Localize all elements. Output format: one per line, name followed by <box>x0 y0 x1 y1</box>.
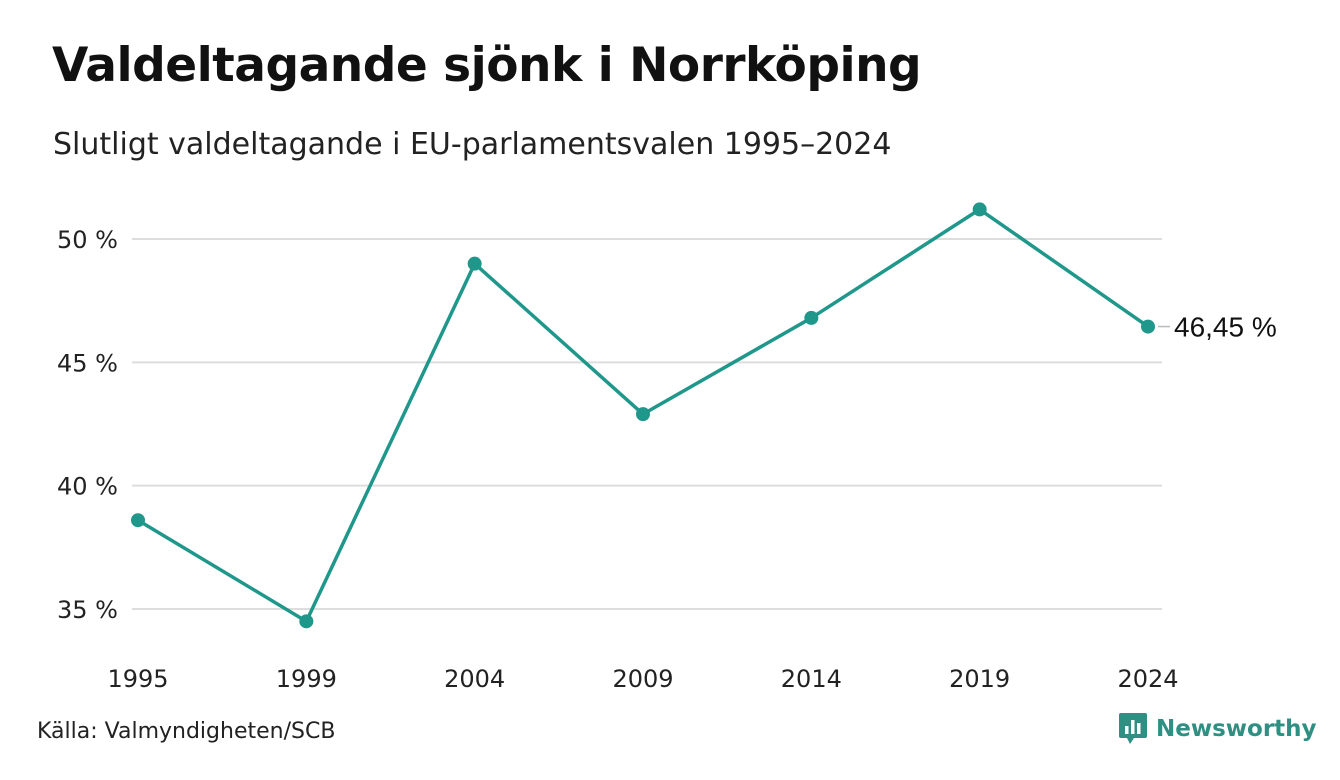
x-tick-label: 2004 <box>444 665 505 693</box>
end-value-label: 46,45 % <box>1174 312 1277 343</box>
x-tick-label: 2009 <box>612 665 673 693</box>
y-tick-label: 45 % <box>57 349 118 377</box>
source-note: Källa: Valmyndigheten/SCB <box>37 719 336 744</box>
data-point-2014 <box>804 310 819 325</box>
x-tick-label: 2019 <box>949 665 1010 693</box>
x-tick-label: 2014 <box>781 665 842 693</box>
data-point-2004 <box>467 256 482 271</box>
y-tick-label: 35 % <box>57 596 118 624</box>
x-tick-label: 2024 <box>1117 665 1178 693</box>
data-point-1999 <box>299 614 314 629</box>
data-point-1995 <box>131 513 145 528</box>
chart-title: Valdeltagande sjönk i Norrköping <box>52 38 922 93</box>
x-tick-label: 1999 <box>276 665 337 693</box>
y-tick-label: 50 % <box>57 226 118 254</box>
brand-logo[interactable]: Newsworthy <box>1118 712 1317 746</box>
data-point-2024 <box>1141 319 1155 334</box>
brand-name: Newsworthy <box>1156 716 1317 742</box>
x-tick-label: 1995 <box>107 665 168 693</box>
data-point-2019 <box>972 202 987 217</box>
y-tick-label: 40 % <box>57 473 118 501</box>
chart-subtitle: Slutligt valdeltagande i EU-parlamentsva… <box>53 127 892 162</box>
newsworthy-logo-icon <box>1119 713 1147 744</box>
data-point-2009 <box>636 407 650 422</box>
